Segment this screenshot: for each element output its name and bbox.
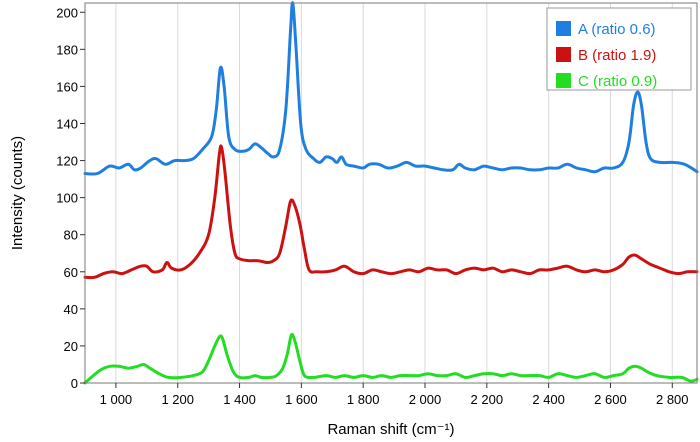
y-axis-title: Intensity (counts) xyxy=(9,136,26,250)
y-tick-label: 160 xyxy=(56,79,78,94)
legend-swatch xyxy=(556,73,571,88)
x-axis: 1 000 1 200 1 400 1 600 1 800 2 000 2 200 2 400… xyxy=(100,383,689,407)
series-line xyxy=(83,1,699,176)
legend-swatch xyxy=(556,47,571,62)
y-tick-label: 0 xyxy=(71,376,78,391)
x-tick-label: 2 200 xyxy=(471,392,504,407)
legend-label: B (ratio 1.9) xyxy=(578,47,656,64)
y-tick-label: 180 xyxy=(56,42,78,57)
x-tick-label: 2 400 xyxy=(532,392,565,407)
x-tick-label: 2 800 xyxy=(656,392,689,407)
series-layer xyxy=(83,1,699,385)
y-tick-label: 200 xyxy=(56,5,78,20)
y-axis: 0 20 40 60 80 100 120 140 160 180 200 xyxy=(56,5,85,391)
x-tick-label: 1 800 xyxy=(347,392,380,407)
x-tick-label: 1 000 xyxy=(100,392,133,407)
x-tick-label: 2 000 xyxy=(409,392,442,407)
y-tick-label: 80 xyxy=(64,228,78,243)
plot-frame xyxy=(84,2,698,384)
x-tick-label: 1 200 xyxy=(161,392,194,407)
x-axis-title: Raman shift (cm⁻¹) xyxy=(327,421,454,438)
x-tick-label: 1 400 xyxy=(223,392,256,407)
y-tick-label: 20 xyxy=(64,339,78,354)
series-line xyxy=(83,332,699,385)
x-tick-label: 2 600 xyxy=(594,392,627,407)
y-tick-label: 140 xyxy=(56,116,78,131)
legend-label: C (ratio 0.9) xyxy=(578,73,657,90)
legend-swatch xyxy=(556,21,571,36)
x-tick-label: 1 600 xyxy=(285,392,318,407)
y-tick-label: 60 xyxy=(64,265,78,280)
y-tick-label: 120 xyxy=(56,154,78,169)
legend-label: A (ratio 0.6) xyxy=(578,21,656,38)
series-line xyxy=(83,144,699,280)
legend: A (ratio 0.6) B (ratio 1.9) C (ratio 0.9) xyxy=(546,7,692,91)
y-tick-label: 40 xyxy=(64,302,78,317)
y-tick-label: 100 xyxy=(56,191,78,206)
